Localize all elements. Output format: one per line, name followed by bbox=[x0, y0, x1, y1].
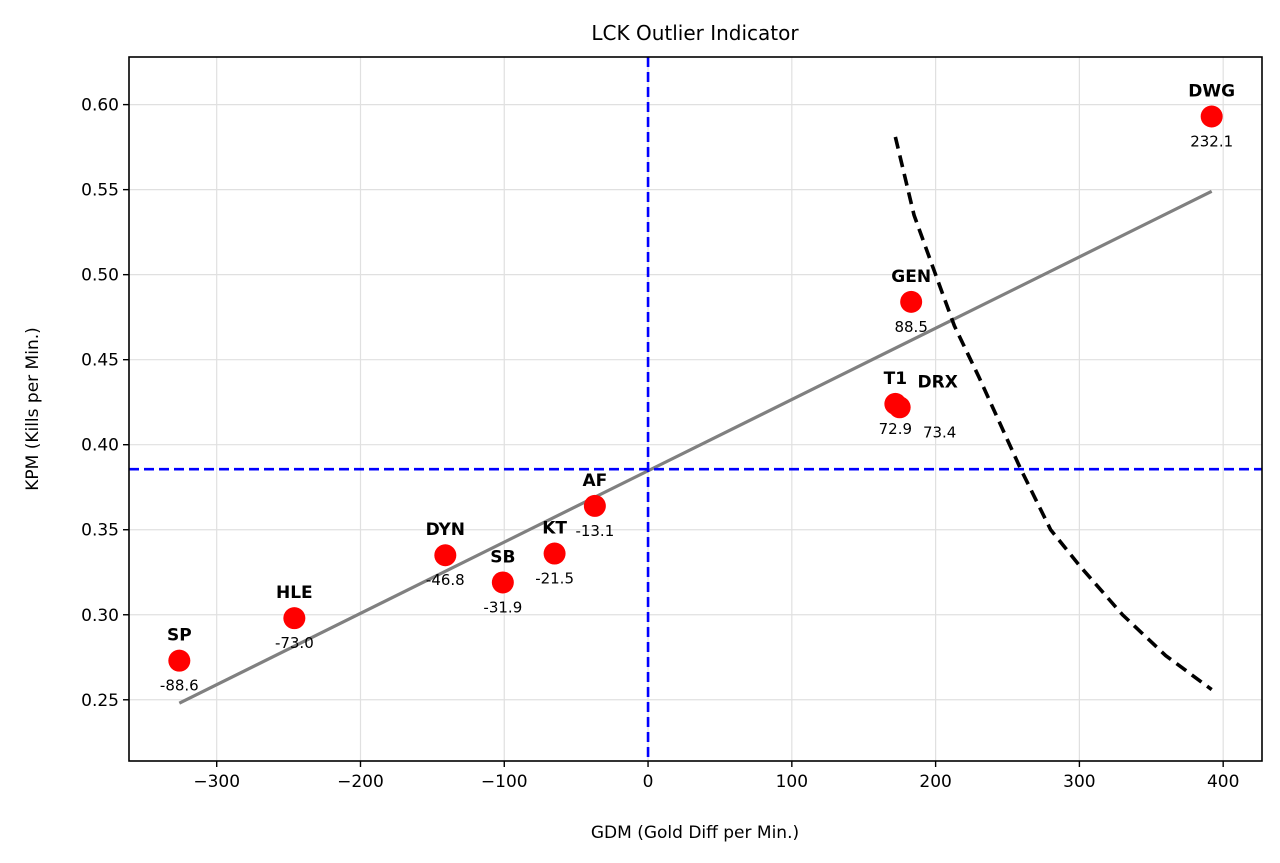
y-tick-label: 0.60 bbox=[81, 96, 119, 116]
regression-line bbox=[178, 189, 1213, 705]
x-tick-label: −100 bbox=[481, 772, 528, 792]
x-tick-label: 400 bbox=[1207, 772, 1239, 792]
value-label: 232.1 bbox=[1190, 133, 1233, 151]
y-tick-label: 0.55 bbox=[81, 181, 119, 201]
axes-frame bbox=[128, 56, 1263, 762]
x-tick-label: 200 bbox=[919, 772, 951, 792]
axis-ticks: −300 −200 −100 0 100 200 300 400 0.25 0.30 0.35 0.4… bbox=[81, 96, 1239, 792]
data-point-drx bbox=[888, 396, 911, 419]
x-tick-label: −200 bbox=[337, 772, 384, 792]
value-label: 88.5 bbox=[894, 318, 927, 336]
y-tick-label: 0.50 bbox=[81, 266, 119, 286]
team-label: GEN bbox=[891, 267, 931, 287]
team-label: KT bbox=[542, 519, 567, 539]
data-point-gen bbox=[900, 290, 923, 313]
value-label: -46.8 bbox=[426, 571, 465, 589]
value-label: -31.9 bbox=[483, 598, 522, 616]
team-label: DWG bbox=[1188, 82, 1235, 102]
x-tick-label: 0 bbox=[643, 772, 654, 792]
value-label: -21.5 bbox=[535, 570, 574, 588]
team-label: AF bbox=[582, 471, 607, 491]
team-label: T1 bbox=[884, 369, 907, 389]
value-label: -73.0 bbox=[275, 634, 314, 652]
data-point-dwg bbox=[1200, 105, 1223, 128]
y-tick-label: 0.30 bbox=[81, 606, 119, 626]
value-label: -88.6 bbox=[160, 677, 199, 695]
data-point-hle bbox=[283, 607, 306, 630]
y-tick-label: 0.35 bbox=[81, 521, 119, 541]
data-point-af bbox=[583, 494, 606, 517]
team-label: DRX bbox=[918, 372, 958, 392]
team-label: HLE bbox=[276, 583, 313, 603]
team-label: SB bbox=[490, 547, 515, 567]
team-label: DYN bbox=[426, 520, 465, 540]
team-label: SP bbox=[167, 626, 192, 646]
point-labels: SP -88.6 HLE -73.0 DYN -46.8 SB -31.9 KT -21.5 AF -… bbox=[160, 82, 1235, 695]
y-tick-label: 0.40 bbox=[81, 436, 119, 456]
y-tick-label: 0.45 bbox=[81, 351, 119, 371]
grid-lines bbox=[129, 57, 1262, 761]
data-point-sb bbox=[491, 571, 514, 594]
y-tick-label: 0.25 bbox=[81, 691, 119, 711]
x-tick-label: −300 bbox=[193, 772, 240, 792]
value-label: 72.9 bbox=[879, 420, 912, 438]
data-point-kt bbox=[543, 542, 566, 565]
x-tick-label: 300 bbox=[1063, 772, 1095, 792]
data-point-dyn bbox=[434, 544, 457, 567]
value-label: 73.4 bbox=[923, 423, 956, 441]
x-tick-label: 100 bbox=[776, 772, 808, 792]
plot-area bbox=[129, 57, 1262, 761]
threshold-curve bbox=[893, 136, 1213, 692]
y-axis-label: KPM (Kills per Min.) bbox=[23, 327, 43, 491]
x-axis-label: GDM (Gold Diff per Min.) bbox=[591, 823, 799, 843]
chart-title: LCK Outlier Indicator bbox=[591, 21, 799, 45]
data-point-sp bbox=[168, 649, 191, 672]
value-label: -13.1 bbox=[575, 522, 614, 540]
